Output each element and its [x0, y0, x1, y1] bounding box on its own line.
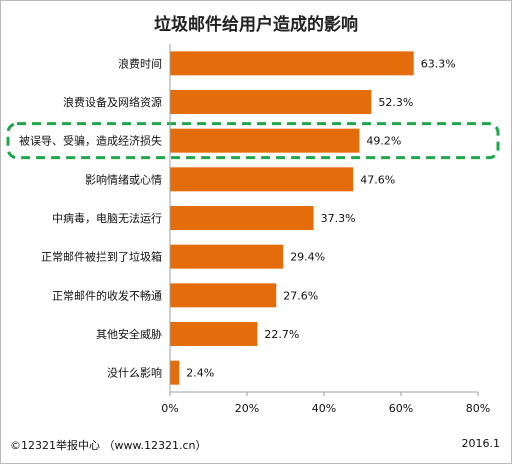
x-tick-label: 40% — [312, 402, 336, 415]
bar — [170, 167, 354, 192]
bar — [170, 360, 180, 385]
highlight-box — [6, 122, 500, 160]
category-label: 影响情绪或心情 — [85, 172, 162, 186]
bar — [170, 283, 277, 308]
category-label: 浪费设备及网络资源 — [63, 95, 162, 109]
bar — [170, 206, 314, 230]
category-label: 中病毒，电脑无法运行 — [52, 211, 162, 225]
x-tick-label: 20% — [235, 402, 259, 415]
x-tick-label: 60% — [389, 402, 413, 415]
category-label: 被误导、受骗，造成经济损失 — [19, 134, 162, 148]
bar — [170, 51, 414, 76]
value-label: 2.4% — [186, 367, 214, 380]
bar — [170, 244, 284, 269]
x-tick-label: 0% — [161, 402, 178, 415]
value-label: 47.6% — [360, 173, 395, 186]
value-label: 37.3% — [321, 212, 356, 225]
category-label: 正常邮件的收发不畅通 — [52, 288, 162, 302]
bar — [170, 322, 258, 346]
report-date: 2016.1 — [461, 437, 501, 450]
value-label: 22.7% — [264, 328, 299, 341]
bar — [170, 128, 360, 153]
x-tick-label: 80% — [466, 402, 490, 415]
value-label: 29.4% — [290, 251, 325, 264]
value-label: 49.2% — [366, 135, 401, 148]
category-label: 没什么影响 — [107, 367, 162, 380]
source-credit: ©12321举报中心 （www.12321.cn） — [10, 439, 207, 452]
value-label: 52.3% — [378, 96, 413, 109]
value-label: 63.3% — [421, 57, 456, 70]
category-label: 正常邮件被拦到了垃圾箱 — [41, 250, 162, 264]
bar — [170, 90, 372, 114]
category-label: 浪费时间 — [118, 56, 162, 70]
chart-title: 垃圾邮件给用户造成的影响 — [154, 15, 358, 35]
category-label: 其他安全威胁 — [96, 327, 162, 341]
value-label: 27.6% — [283, 289, 318, 302]
